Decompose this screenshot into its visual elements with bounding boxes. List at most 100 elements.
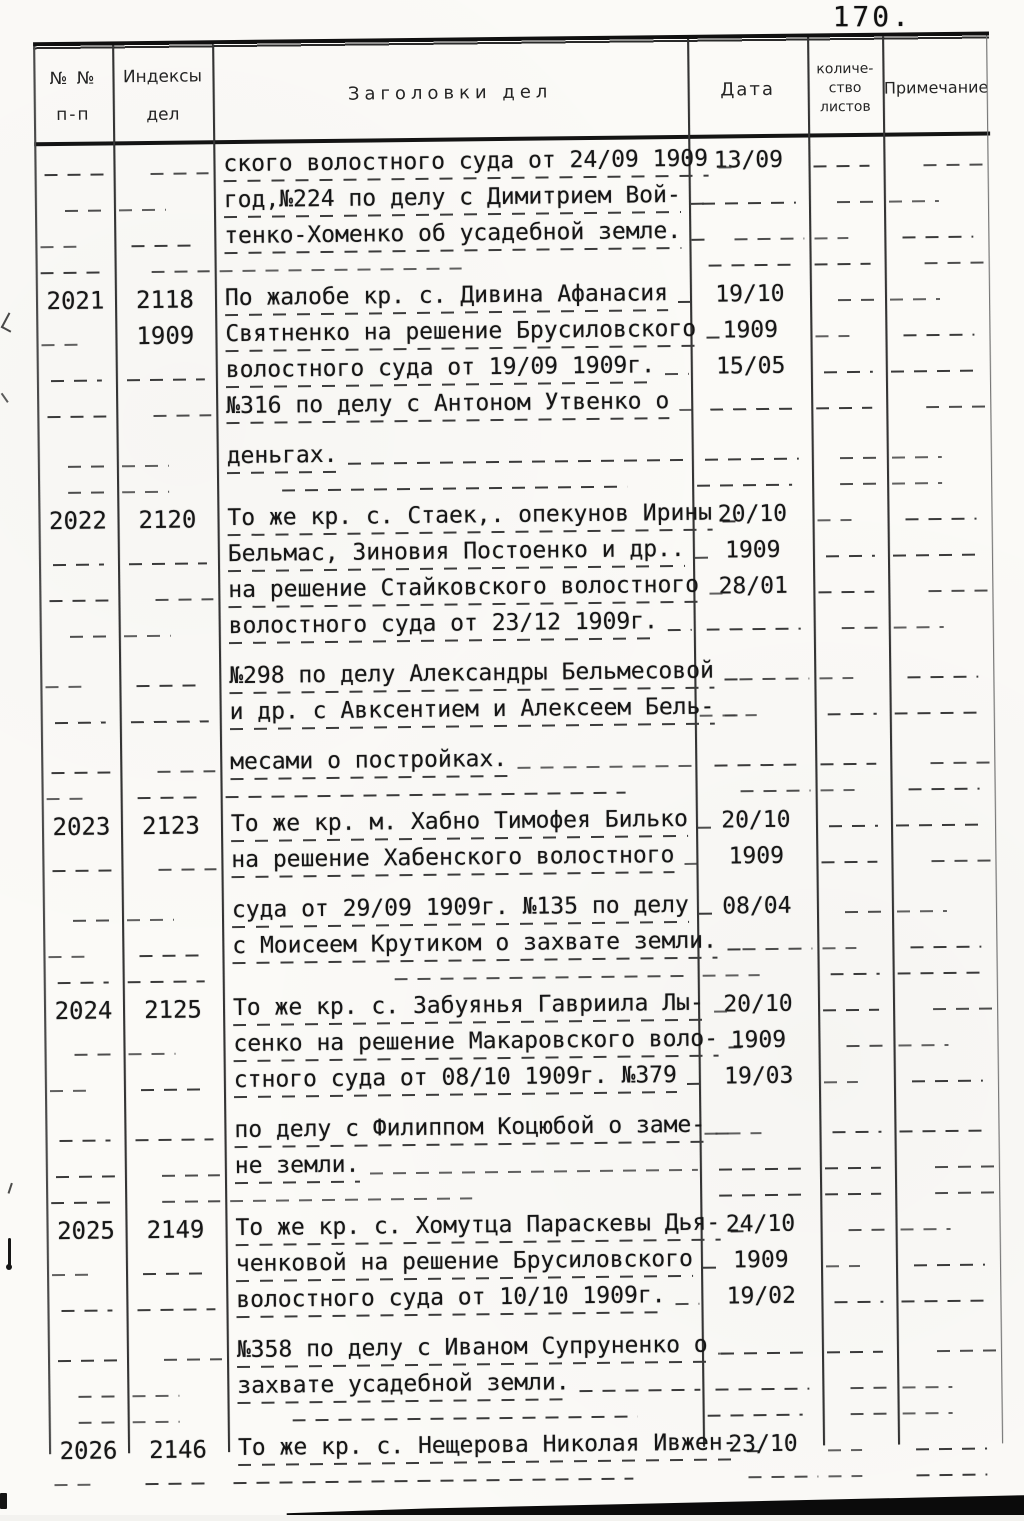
dash-mark [67, 491, 113, 494]
dash-mark [129, 562, 207, 566]
dash-mark [57, 1359, 118, 1363]
dash-mark [819, 677, 854, 680]
case-date: 15/05 [715, 352, 786, 380]
dash-mark [158, 868, 217, 871]
case-title-line: на решение Хабенского волостного [231, 842, 675, 879]
case-date: 19/03 [724, 1062, 794, 1090]
dash-mark [54, 721, 106, 725]
dash-mark [704, 457, 800, 461]
dash-mark [49, 599, 109, 603]
header-date-label: Дата [720, 78, 776, 100]
dash-mark [717, 1352, 732, 1355]
case-number-cell [35, 223, 114, 260]
case-number: 2022 [48, 506, 108, 536]
case-date-cell: 15/05 [691, 349, 811, 386]
case-number: 2024 [54, 996, 113, 1026]
dash-mark [831, 972, 880, 976]
case-number-cell [40, 613, 119, 650]
dash-mark [150, 172, 209, 175]
case-index-cell [121, 846, 221, 883]
case-index-cell: 2146 [128, 1434, 228, 1471]
dash-mark [225, 791, 626, 799]
dash-mark [715, 1387, 810, 1391]
separator-cell [815, 777, 890, 804]
case-index-cell [119, 698, 219, 735]
sheet-count-cell [811, 385, 886, 422]
dash-mark [714, 763, 796, 767]
case-index-cell: 2125 [123, 994, 223, 1031]
dash-mark [61, 1309, 113, 1313]
case-title-cell: на решение Стайковского волостного [218, 571, 724, 612]
sheet-count-cell [816, 803, 891, 840]
case-title-line: То же кр. м. Хабно Тимофея Билько [230, 805, 689, 843]
case-date: 08/04 [722, 892, 792, 920]
dash-mark [137, 1308, 216, 1312]
dash-mark [851, 1412, 893, 1416]
note-cell [887, 433, 994, 470]
case-title-cell: То же кр. с. Нещерова Николая Ивжен- [228, 1429, 761, 1470]
dash-mark [823, 1081, 858, 1084]
header-date-column: Дата [687, 44, 808, 135]
case-index-cell [123, 1030, 223, 1067]
case-number-cell [41, 749, 120, 786]
dash-mark [901, 235, 974, 239]
dash-mark [923, 163, 986, 167]
separator-cell [703, 1463, 823, 1490]
table-header: № № п-п Индексы дел Заголовки дел Дата к… [33, 41, 991, 147]
dash-mark [697, 483, 792, 487]
dash-mark [719, 1193, 801, 1197]
separator-cell [692, 471, 812, 498]
dash-mark [46, 797, 83, 801]
case-date-cell [693, 605, 813, 642]
dash-mark [926, 405, 989, 409]
dash-mark [136, 684, 203, 688]
case-index-cell [122, 932, 222, 969]
case-index: 2125 [143, 995, 203, 1025]
dash-mark [132, 1420, 180, 1424]
note-cell [890, 739, 997, 776]
dash-mark [51, 771, 111, 775]
separator-cell [895, 1179, 1002, 1206]
case-title-line: месами о постройках. [230, 745, 508, 781]
dash-mark [44, 173, 104, 177]
case-title-line: То же кр. с. Забуянья Гавриила Лы- [232, 989, 704, 1027]
dash-mark [894, 711, 979, 715]
note-cell [897, 1327, 1004, 1364]
dash-mark [78, 1421, 123, 1424]
separator-cell [49, 1409, 128, 1436]
case-date-cell: 19/03 [699, 1059, 819, 1096]
dash-mark [293, 1415, 638, 1422]
case-title-cell: Бельмас, Зиновия Постоенко и др.. [218, 535, 709, 576]
dash-mark [895, 823, 980, 827]
dash-mark [892, 482, 943, 485]
header-num-column: № № п-п [33, 51, 113, 142]
case-number-cell: 2023 [42, 811, 121, 848]
case-number-cell [44, 1031, 123, 1068]
dash-mark [823, 1008, 879, 1012]
case-title-cell: волостного суда от 10/10 1909г. [226, 1281, 701, 1322]
case-number-cell: 2022 [38, 505, 117, 542]
sheet-count-cell [809, 215, 884, 252]
dash-mark [48, 955, 85, 959]
dash-mark [850, 1386, 893, 1390]
case-number-cell [48, 1373, 127, 1410]
dash-mark [747, 1475, 819, 1479]
case-number-cell [37, 357, 116, 394]
dash-mark [707, 1413, 803, 1417]
note-cell [892, 923, 999, 960]
dash-mark [675, 1302, 700, 1306]
dash-mark [153, 414, 212, 417]
case-title-line: деньгах. [226, 441, 338, 475]
case-title-line: с Моисеем Крутиком о захвате земли. [232, 927, 718, 965]
case-index-cell [114, 186, 214, 223]
dash-mark [891, 456, 943, 459]
case-title-line: №358 по делу с Иваном Супруненко о [236, 1331, 708, 1369]
dash-mark [157, 770, 216, 773]
case-title-cell: стного суда от 08/10 1909г. №379 [224, 1061, 702, 1102]
dash-mark [840, 456, 882, 460]
case-date-cell [699, 1109, 819, 1146]
case-number-cell [38, 443, 117, 480]
dash-mark [127, 980, 206, 984]
case-title-line: ского волостного суда от 24/09 1909 [223, 145, 709, 183]
case-title-line: суда от 29/09 1909г. №135 по делу [231, 891, 690, 929]
